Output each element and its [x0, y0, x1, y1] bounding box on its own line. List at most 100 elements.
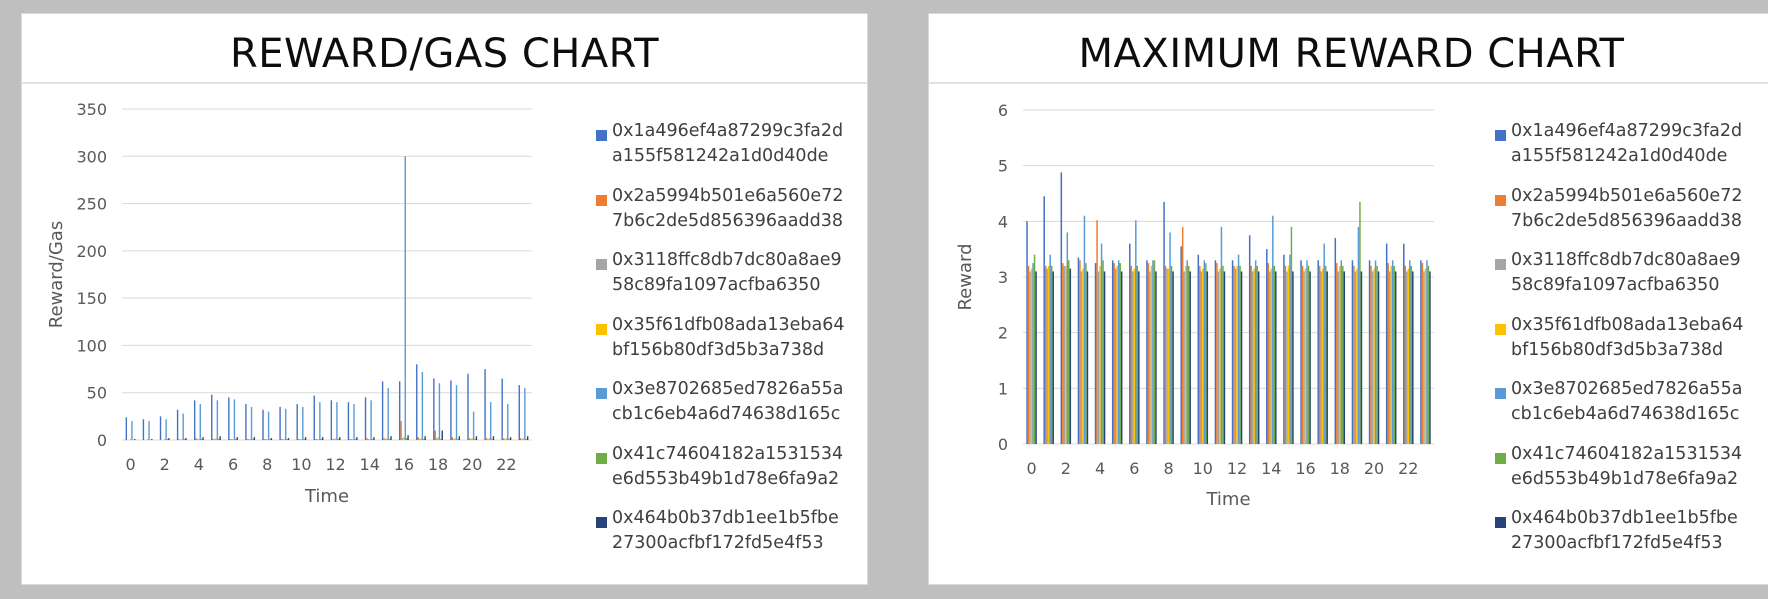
- x-axis-title: Time: [304, 486, 349, 507]
- bar: [505, 438, 508, 440]
- bar: [350, 439, 352, 440]
- bar: [199, 404, 201, 440]
- bar: [1135, 220, 1137, 444]
- bar: [1334, 238, 1337, 444]
- bar: [1044, 265, 1047, 444]
- bar: [1097, 271, 1100, 444]
- y-tick-label: 3: [998, 268, 1008, 287]
- bar: [1049, 254, 1051, 444]
- bar: [1086, 271, 1089, 444]
- bar: [300, 439, 303, 440]
- legend-item: 0x2a5994b501e6a560e727b6c2de5d856396aadd…: [572, 184, 862, 249]
- bar: [1257, 271, 1260, 444]
- bar: [1354, 271, 1357, 444]
- bar: [151, 439, 153, 440]
- bar: [142, 419, 145, 440]
- bar: [215, 438, 217, 440]
- legend-swatch: [1495, 323, 1506, 335]
- bar: [253, 437, 256, 440]
- bar: [230, 439, 233, 440]
- bar: [1114, 268, 1117, 444]
- bar: [1409, 260, 1411, 444]
- bar: [1318, 265, 1321, 444]
- x-tick-label: 10: [1193, 459, 1213, 478]
- bar: [1052, 271, 1054, 444]
- bar: [1094, 263, 1097, 444]
- bar: [1320, 271, 1322, 444]
- chart-title: MAXIMUM REWARD CHART: [929, 14, 1768, 84]
- x-tick-label: 18: [1330, 459, 1350, 478]
- bar: [1403, 243, 1405, 444]
- bar: [270, 438, 273, 440]
- legend-swatch: [596, 130, 607, 141]
- bar: [181, 439, 183, 440]
- bar: [1407, 268, 1410, 444]
- legend-label: 0x1a496ef4a87299c3fa2da155f581242a1d0d40…: [612, 121, 844, 166]
- bar: [1189, 271, 1191, 444]
- bar: [1170, 265, 1173, 444]
- bar: [475, 436, 478, 440]
- bar: [1359, 201, 1361, 444]
- y-tick-label: 100: [76, 336, 107, 355]
- x-tick-label: 14: [360, 455, 380, 474]
- bar: [1321, 268, 1324, 444]
- bar: [1220, 226, 1223, 444]
- bar: [440, 439, 442, 440]
- bar: [518, 385, 520, 440]
- bar: [1357, 226, 1360, 444]
- bar: [216, 400, 219, 440]
- bar: [417, 437, 419, 440]
- legend-label: 0x3e8702685ed7826a55acb1c6eb4a6d74638d16…: [612, 379, 844, 424]
- bar: [1203, 260, 1206, 444]
- bar: [1273, 265, 1276, 444]
- bar: [1099, 265, 1101, 444]
- y-tick-label: 200: [76, 242, 107, 261]
- x-tick-label: 6: [1129, 459, 1139, 478]
- x-tick-label: 12: [1227, 459, 1247, 478]
- chart-legend: 0x1a496ef4a87299c3fa2da155f581242a1d0d40…: [572, 119, 862, 571]
- bar: [279, 406, 281, 440]
- bar: [263, 439, 266, 440]
- bar: [1343, 271, 1346, 444]
- bar: [339, 437, 341, 440]
- bar: [454, 438, 456, 440]
- bar: [337, 439, 340, 440]
- bar: [1111, 260, 1114, 444]
- bar: [1082, 268, 1084, 444]
- legend-item: 0x3e8702685ed7826a55acb1c6eb4a6d74638d16…: [1471, 377, 1761, 442]
- bar: [519, 438, 522, 440]
- bar: [384, 439, 387, 440]
- bar: [434, 430, 436, 440]
- bar: [1406, 271, 1408, 444]
- bar: [1050, 265, 1053, 444]
- bar: [248, 439, 250, 440]
- bar: [366, 438, 368, 440]
- bar: [1236, 265, 1238, 444]
- legend-label: 0x2a5994b501e6a560e727b6c2de5d856396aadd…: [1511, 185, 1743, 231]
- bar: [1060, 172, 1063, 444]
- bar: [457, 439, 459, 440]
- bar: [1030, 268, 1033, 444]
- bar: [296, 404, 298, 440]
- bar: [1337, 271, 1340, 444]
- bar: [1360, 271, 1363, 444]
- bar: [458, 436, 461, 440]
- bar: [390, 436, 392, 440]
- bar: [233, 399, 236, 440]
- bar: [1423, 271, 1425, 444]
- bar: [1304, 268, 1307, 444]
- bar: [403, 437, 405, 440]
- bar: [507, 404, 509, 440]
- bar: [353, 404, 355, 440]
- legend-swatch: [596, 452, 607, 464]
- bar: [1164, 265, 1167, 444]
- bar: [129, 439, 132, 440]
- chart-title: REWARD/GAS CHART: [22, 14, 867, 84]
- bar: [1233, 265, 1235, 444]
- bar: [1301, 265, 1304, 444]
- bar: [1035, 271, 1037, 444]
- bar: [1047, 265, 1050, 444]
- bar: [252, 439, 254, 440]
- bar: [467, 373, 469, 440]
